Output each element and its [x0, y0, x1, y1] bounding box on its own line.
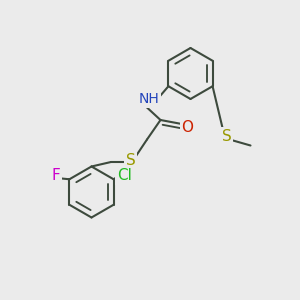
Text: Cl: Cl: [117, 168, 132, 183]
Text: F: F: [51, 168, 60, 183]
Text: S: S: [222, 129, 231, 144]
Text: O: O: [182, 120, 194, 135]
Text: NH: NH: [138, 92, 159, 106]
Text: S: S: [126, 153, 135, 168]
